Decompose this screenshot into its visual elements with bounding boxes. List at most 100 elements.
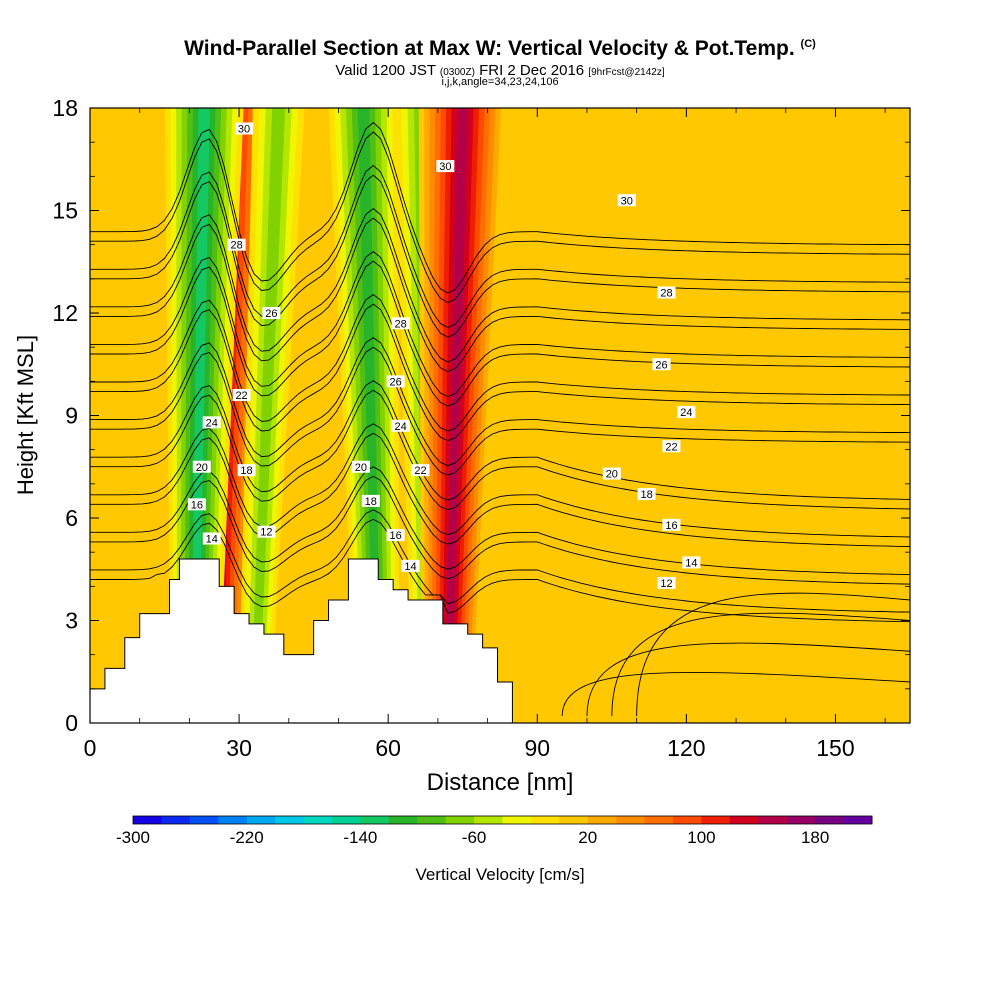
- contour-label-bg-10: [436, 160, 455, 173]
- colorbar-swatch-6: [303, 816, 333, 824]
- contour-label-21: 26: [655, 359, 667, 371]
- contour-label-bg-5: [237, 464, 256, 477]
- contour-label-5: 18: [240, 465, 252, 477]
- contour-label-14: 22: [414, 465, 426, 477]
- contour-label-bg-22: [677, 406, 696, 419]
- contour-label-28: 12: [660, 578, 672, 590]
- potential-temperature-contours: [90, 121, 910, 717]
- contour-label-23: 22: [665, 441, 677, 453]
- contour-label-2: 26: [265, 308, 277, 320]
- x-tick-label-60: 60: [375, 735, 401, 761]
- contour-label-7: 16: [191, 499, 203, 511]
- theta-contour-12-0: [90, 518, 910, 623]
- x-tick-label-120: 120: [667, 735, 705, 761]
- theta-contour-28-0: [90, 174, 910, 338]
- contour-label-bg-27: [682, 556, 701, 569]
- low-contour-2: [611, 612, 910, 717]
- valid-utc: (0300Z): [439, 67, 475, 78]
- contour-label-19: 30: [621, 195, 633, 207]
- x-tick-label-30: 30: [226, 735, 252, 761]
- terrain: [90, 558, 513, 723]
- colorbar-tick--60: -60: [462, 828, 487, 847]
- theta-contour-22-1: [90, 294, 910, 432]
- colorbar-swatch-0: [133, 816, 162, 824]
- contour-label-bg-14: [411, 464, 430, 477]
- contour-label-26: 16: [665, 520, 677, 532]
- contour-label-15: 20: [355, 462, 367, 474]
- axes: 0 30 60 90 120 150 0 3 6 9 12 15 18: [52, 95, 910, 761]
- low-contour-1: [586, 642, 910, 717]
- colorbar-swatch-22: [758, 816, 788, 824]
- contour-label-4: 24: [206, 417, 218, 429]
- contour-label-22: 24: [680, 407, 692, 419]
- contour-label-bg-25: [637, 488, 656, 501]
- theta-contour-30-1: [90, 121, 910, 294]
- theta-contour-14-0: [90, 475, 910, 585]
- y-axis-label: Height [Kft MSL]: [13, 335, 38, 495]
- low-contour-0: [561, 671, 910, 717]
- y-tick-label-18: 18: [52, 95, 78, 121]
- y-tick-label-15: 15: [52, 198, 78, 224]
- colorbar-tick--140: -140: [343, 828, 377, 847]
- colorbar-swatch-14: [530, 816, 560, 824]
- theta-contour-20-0: [90, 346, 910, 476]
- contour-label-bg-26: [662, 518, 681, 531]
- contour-label-bg-7: [187, 498, 206, 511]
- colorbar-swatch-3: [218, 816, 248, 824]
- x-tick-label-0: 0: [84, 735, 97, 761]
- contour-label-10: 30: [439, 161, 451, 173]
- contour-label-bg-13: [391, 419, 410, 432]
- theta-contour-18-0: [90, 389, 910, 511]
- contour-labels: 30 28 26 22 24 18 20 16 14 12 30 28 26 24 22 20 18 16 14 30…: [187, 122, 701, 590]
- forecast-info: [9hrFcst@2142z]: [588, 67, 665, 78]
- contour-label-bg-9: [257, 525, 276, 538]
- colorbar-swatch-7: [331, 816, 361, 824]
- colorbar-swatch-25: [843, 816, 873, 824]
- theta-contour-18-1: [90, 380, 910, 501]
- contour-label-11: 28: [394, 318, 406, 330]
- y-tick-label-9: 9: [65, 403, 78, 429]
- colorbar-label: Vertical Velocity [cm/s]: [415, 865, 584, 884]
- theta-contour-14-1: [90, 466, 910, 576]
- colorbar-swatch-12: [474, 816, 503, 824]
- contour-label-bg-18: [401, 559, 420, 572]
- contour-label-bg-21: [652, 358, 671, 371]
- theta-contour-26-0: [90, 217, 910, 373]
- colorbar-swatch-5: [275, 816, 305, 824]
- contour-label-bg-12: [386, 375, 405, 388]
- copyright-mark: (C): [800, 38, 816, 50]
- contour-label-bg-4: [202, 416, 221, 429]
- theta-contour-24-0: [90, 260, 910, 407]
- contour-label-bg-2: [262, 307, 281, 319]
- theta-contour-16-1: [90, 423, 910, 538]
- contour-label-17: 16: [390, 530, 402, 542]
- colorbar-swatch-23: [786, 816, 816, 824]
- colorbar-swatch-21: [729, 816, 759, 824]
- contour-label-8: 14: [206, 534, 218, 546]
- theta-contour-12-1: [90, 509, 910, 613]
- contour-label-bg-24: [602, 467, 621, 480]
- colorbar-swatch-17: [616, 816, 646, 824]
- contour-label-12: 26: [390, 376, 402, 388]
- contour-label-0: 30: [238, 124, 250, 136]
- theta-contour-28-1: [90, 164, 910, 329]
- colorbar-frame: [132, 815, 873, 825]
- colorbar-swatch-8: [360, 816, 390, 824]
- contour-label-bg-17: [386, 529, 405, 542]
- contour-label-3: 22: [235, 390, 247, 402]
- chart-title-main: Wind-Parallel Section at Max W: Vertical…: [184, 37, 795, 60]
- contour-label-bg-6: [192, 460, 211, 473]
- w-band-2-4: [250, 108, 286, 723]
- y-tick-label-0: 0: [65, 710, 78, 736]
- w-band-7-1: [749, 108, 843, 723]
- y-tick-label-6: 6: [65, 505, 78, 531]
- colorbar-swatch-16: [587, 816, 617, 824]
- w-band-5-8: [444, 108, 469, 723]
- colorbar-tick--220: -220: [230, 828, 264, 847]
- contour-label-25: 18: [640, 489, 652, 501]
- contour-label-bg-11: [391, 317, 410, 330]
- colorbar-swatch-13: [502, 816, 532, 824]
- contour-label-bg-3: [232, 389, 251, 401]
- contour-label-bg-23: [662, 440, 681, 453]
